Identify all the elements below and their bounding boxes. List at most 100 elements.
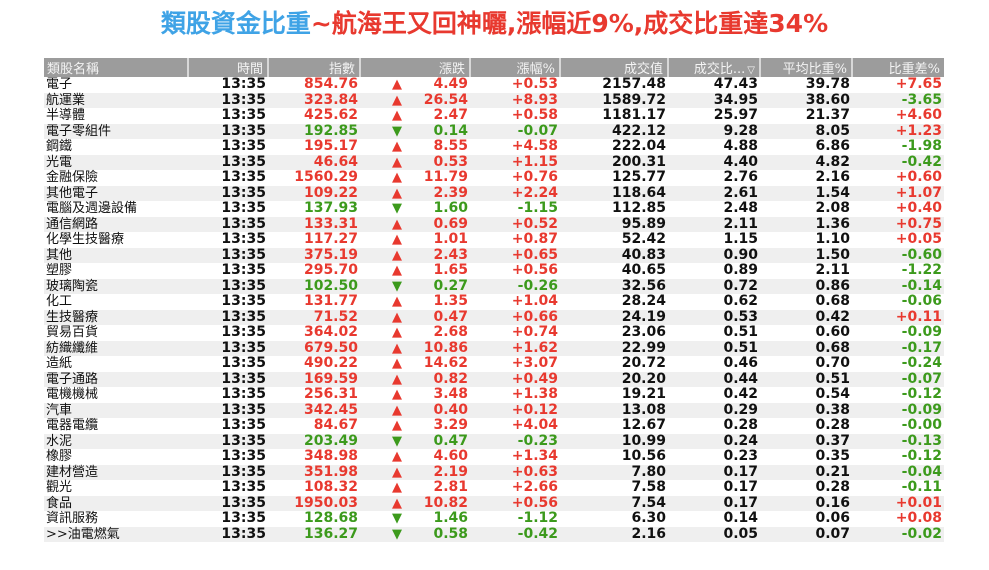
table-row[interactable]: 汽車 13:35 342.45 ▲ 0.40 +0.12 13.08 0.29 0.38 -0.0… [44, 402, 944, 418]
weight-diff: -0.04 [852, 464, 944, 480]
table-row[interactable]: 塑膠 13:35 295.70 ▲ 1.65 +0.56 40.65 0.89 2.11 -1.2… [44, 263, 944, 279]
table-row[interactable]: 電子 13:35 854.76 ▲ 4.49 +0.53 2157.48 47.43 39.78… [44, 77, 944, 93]
sector-name[interactable]: 貿易百貨 [46, 325, 99, 341]
sector-name[interactable]: 電腦及週邊設備 [46, 201, 138, 217]
change: ▲ 14.62 [360, 356, 470, 372]
index-value: 102.50 [268, 278, 360, 294]
turnover-ratio: 0.62 [723, 293, 758, 310]
sector-name[interactable]: 電機機械 [46, 387, 99, 403]
table-row[interactable]: 生技醫療 13:35 71.52 ▲ 0.47 +0.66 24.19 0.53 0.42 +0.… [44, 309, 944, 325]
table-row[interactable]: 通信網路 13:35 133.31 ▲ 0.69 +0.52 95.89 2.11 1.36 +0… [44, 216, 944, 232]
turnover: 10.56 [621, 448, 666, 465]
table-row[interactable]: 航運業 13:35 323.84 ▲ 26.54 +8.93 1589.72 34.95 38.… [44, 92, 944, 108]
sector-name[interactable]: >>油電燃氣 [44, 526, 188, 542]
sector-name[interactable]: 電子零組件 [44, 123, 188, 139]
header-turnover[interactable]: 成交值 [559, 58, 668, 77]
arrow-up-icon: ▲ [392, 294, 402, 310]
table-row[interactable]: 食品 13:35 1950.03 ▲ 10.82 +0.56 7.54 0.17 0.16 +0.… [44, 495, 944, 511]
header-time[interactable]: 時間 [187, 58, 268, 77]
sector-name[interactable]: 化學生技醫療 [46, 232, 125, 248]
sector-name[interactable]: 玻璃陶瓷 [44, 278, 188, 294]
table-row[interactable]: 建材營造 13:35 351.98 ▲ 2.19 +0.63 7.80 0.17 0.21 -0.… [44, 464, 944, 480]
avg-weight: 1.50 [760, 247, 852, 263]
header-change[interactable]: 漲跌 [359, 58, 470, 77]
sector-name[interactable]: 觀光 [46, 480, 73, 496]
table-row[interactable]: >>油電燃氣 13:35 136.27 ▼ 0.58 -0.42 2.16 0.05 0.07-… [44, 526, 944, 542]
sector-name[interactable]: 電子通路 [44, 371, 188, 387]
sector-name[interactable]: 電子 [46, 77, 73, 93]
change-pct: +0.53 [511, 76, 558, 93]
table-row[interactable]: 貿易百貨 13:35 364.02 ▲ 2.68 +0.74 23.06 0.51 0.60 -0… [44, 325, 944, 341]
table-row[interactable]: 水泥 13:35 203.49 ▼ 0.47 -0.23 10.99 0.24 0.37 -0.1… [44, 433, 944, 449]
arrow-up-icon: ▲ [392, 387, 402, 403]
sector-name[interactable]: 紡織纖維 [44, 340, 188, 356]
sector-name[interactable]: 汽車 [44, 402, 188, 418]
sector-name[interactable]: 食品 [44, 495, 188, 511]
table-row[interactable]: 電腦及週邊設備 13:35 137.93 ▼ 1.60 -1.15 112.85 2.48 2.… [44, 201, 944, 217]
header-change-pct[interactable]: 漲幅% [469, 58, 560, 77]
header-index[interactable]: 指數 [267, 58, 360, 77]
sector-name[interactable]: 建材營造 [44, 464, 188, 480]
sector-name[interactable]: 航運業 [44, 92, 188, 108]
table-row[interactable]: 化工 13:35 131.77 ▲ 1.35 +1.04 28.24 0.62 0.68 -0.0… [44, 294, 944, 310]
table-row[interactable]: 資訊服務 13:35 128.68 ▼ 1.46 -1.12 6.30 0.14 0.06 +0.… [44, 511, 944, 527]
sector-name[interactable]: 半導體 [46, 108, 86, 124]
table-row[interactable]: 電子零組件 13:35 192.85 ▼ 0.14 -0.07 422.12 9.28 8.05… [44, 123, 944, 139]
sector-name[interactable]: 水泥 [44, 433, 188, 449]
sector-name[interactable]: 光電 [44, 154, 188, 170]
sector-name[interactable]: 通信網路 [44, 216, 188, 232]
triangle-down-icon[interactable]: ▽ [747, 65, 755, 76]
turnover: 1589.72 [560, 92, 668, 108]
table-row[interactable]: 紡織纖維 13:35 679.50 ▲ 10.86 +1.62 22.99 0.51 0.68-… [44, 340, 944, 356]
weight-diff: +0.05 [895, 231, 942, 248]
arrow-up-icon: ▲ [392, 247, 402, 263]
sector-name[interactable]: 鋼鐵 [46, 139, 73, 155]
table-row[interactable]: 玻璃陶瓷 13:35 102.50 ▼ 0.27 -0.26 32.56 0.72 0.86 -0… [44, 278, 944, 294]
table-row[interactable]: 電器電纜 13:35 84.67 ▲ 3.29 +4.04 12.67 0.28 0.28 -0.… [44, 418, 944, 434]
table-row[interactable]: 其他 13:35 375.19 ▲ 2.43 +0.65 40.83 0.90 1.50 -0.6… [44, 247, 944, 263]
table-row[interactable]: 光電 13:35 46.64 ▲ 0.53 +1.15 200.31 4.40 4.82 -0.4… [44, 154, 944, 170]
sector-name[interactable]: 電器電纜 [46, 418, 99, 434]
time: 13:35 [221, 386, 266, 403]
change-pct: +8.93 [470, 92, 560, 108]
turnover: 52.42 [621, 231, 666, 248]
table-row[interactable]: 觀光 13:35 108.32 ▲ 2.81 +2.66 7.58 0.17 0.28 -0.11 [44, 480, 944, 496]
avg-weight: 0.07 [760, 526, 852, 542]
turnover: 1181.17 [602, 107, 666, 124]
header-turnover-ratio[interactable]: 成交比... ▽ [667, 58, 760, 77]
turnover: 95.89 [560, 216, 668, 232]
weight-diff: -3.65 [852, 92, 944, 108]
sector-name[interactable]: 資訊服務 [46, 511, 99, 527]
table-row[interactable]: 化學生技醫療 13:35 117.27 ▲ 1.01 +0.87 52.42 1.15 1.10… [44, 232, 944, 248]
weight-diff: +4.60 [895, 107, 942, 124]
weight-diff: -0.24 [901, 355, 942, 372]
sector-name[interactable]: 塑膠 [46, 263, 73, 279]
time: 13:35 [221, 138, 266, 155]
avg-weight: 4.82 [760, 154, 852, 170]
change: ▲ 0.82 [360, 371, 470, 387]
header-sector-name[interactable]: 類股名稱 [44, 58, 188, 77]
table-row[interactable]: 電子通路 13:35 169.59 ▲ 0.82 +0.49 20.20 0.44 0.51 -0… [44, 371, 944, 387]
table-row[interactable]: 其他電子 13:35 109.22 ▲ 2.39 +2.24 118.64 2.61 1.54 +… [44, 185, 944, 201]
table-row[interactable]: 鋼鐵 13:35 195.17 ▲ 8.55 +4.58 222.04 4.88 6.86 -1.… [44, 139, 944, 155]
sector-name[interactable]: 化工 [46, 294, 73, 310]
sector-name[interactable]: 其他電子 [44, 185, 188, 201]
header-avg-weight[interactable]: 平均比重% [759, 58, 852, 77]
sector-name[interactable]: 其他 [44, 247, 188, 263]
turnover: 13.08 [560, 402, 668, 418]
index-value: 323.84 [268, 92, 360, 108]
avg-weight: 0.06 [815, 510, 850, 527]
sector-name[interactable]: 橡膠 [46, 449, 73, 465]
header-weight-diff[interactable]: 比重差% [851, 58, 944, 77]
table-row[interactable]: 造紙 13:35 490.22 ▲ 14.62 +3.07 20.72 0.46 0.70 -0.… [44, 356, 944, 372]
table-row[interactable]: 金融保險 13:35 1560.29 ▲ 11.79 +0.76 125.77 2.76 2.1… [44, 170, 944, 186]
sector-name[interactable]: 金融保險 [46, 170, 99, 186]
table-row[interactable]: 電機機械 13:35 256.31 ▲ 3.48 +1.38 19.21 0.42 0.54 -0… [44, 387, 944, 403]
table-row[interactable]: 半導體 13:35 425.62 ▲ 2.47 +0.58 1181.17 25.97 21.3… [44, 108, 944, 124]
table-row[interactable]: 橡膠 13:35 348.98 ▲ 4.60 +1.34 10.56 0.23 0.35 -0.1… [44, 449, 944, 465]
sector-name[interactable]: 生技醫療 [44, 309, 188, 325]
arrow-up-icon: ▲ [392, 340, 402, 356]
sector-name[interactable]: 造紙 [46, 356, 73, 372]
time: 13:35 [188, 309, 268, 325]
avg-weight: 0.68 [815, 293, 850, 310]
